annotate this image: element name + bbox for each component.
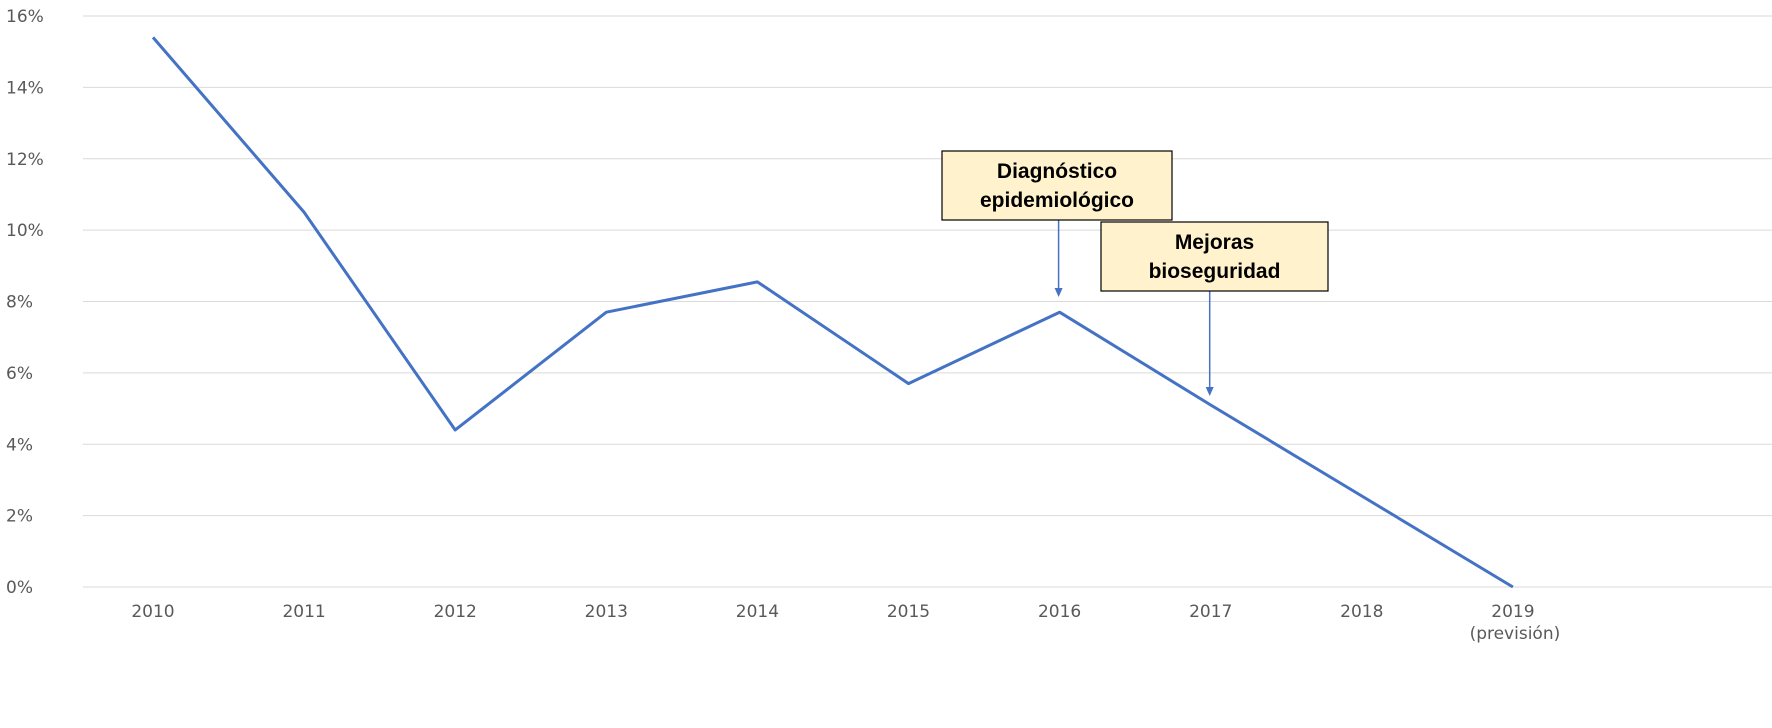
x-tick-label: 2012	[434, 602, 477, 622]
y-tick-label: 4%	[6, 435, 33, 455]
annotations: Diagnóstico epidemiológico Mejoras biosegur…	[941, 150, 1329, 292]
x-tick-label: 2010	[131, 602, 174, 622]
x-tick-label: 2014	[736, 602, 779, 622]
series-layer	[151, 36, 1514, 589]
gridlines	[83, 15, 1772, 588]
x-axis-ticks: 2010 2011 2012 2013 2014 2015 2016 2017 2018 2019…	[131, 602, 1560, 644]
annotation-text: Diagnóstico	[997, 160, 1117, 183]
series-line	[151, 36, 1514, 589]
annotation-box	[1100, 221, 1329, 292]
annotation-arrowhead	[1205, 387, 1214, 396]
x-tick-label: 2015	[887, 602, 930, 622]
annotation-arrowhead	[1054, 288, 1063, 297]
y-tick-label: 10%	[6, 221, 44, 241]
y-tick-label: 2%	[6, 507, 33, 527]
x-tick-label: 2011	[282, 602, 325, 622]
x-tick-label: 2019	[1491, 602, 1534, 622]
x-tick-label: 2018	[1340, 602, 1383, 622]
annotation-text: Mejoras	[1175, 231, 1254, 254]
x-tick-label: 2013	[585, 602, 628, 622]
x-tick-sublabel: (previsión)	[1470, 624, 1561, 644]
x-tick-label: 2016	[1038, 602, 1081, 622]
y-tick-label: 0%	[6, 578, 33, 598]
annotation-text: epidemiológico	[980, 189, 1134, 212]
y-tick-label: 6%	[6, 364, 33, 384]
annotation-text: bioseguridad	[1149, 260, 1281, 283]
y-axis-ticks: 0% 2% 4% 6% 8% 10% 12% 14% 16%	[6, 7, 44, 598]
y-tick-label: 12%	[6, 150, 44, 170]
x-tick-label: 2017	[1189, 602, 1232, 622]
annotation-callout: Diagnóstico epidemiológico	[941, 150, 1173, 221]
y-tick-label: 14%	[6, 78, 44, 98]
annotation-box	[941, 150, 1173, 221]
y-tick-label: 8%	[6, 293, 33, 313]
y-tick-label: 16%	[6, 7, 44, 27]
annotation-callout: Mejoras bioseguridad	[1100, 221, 1329, 292]
